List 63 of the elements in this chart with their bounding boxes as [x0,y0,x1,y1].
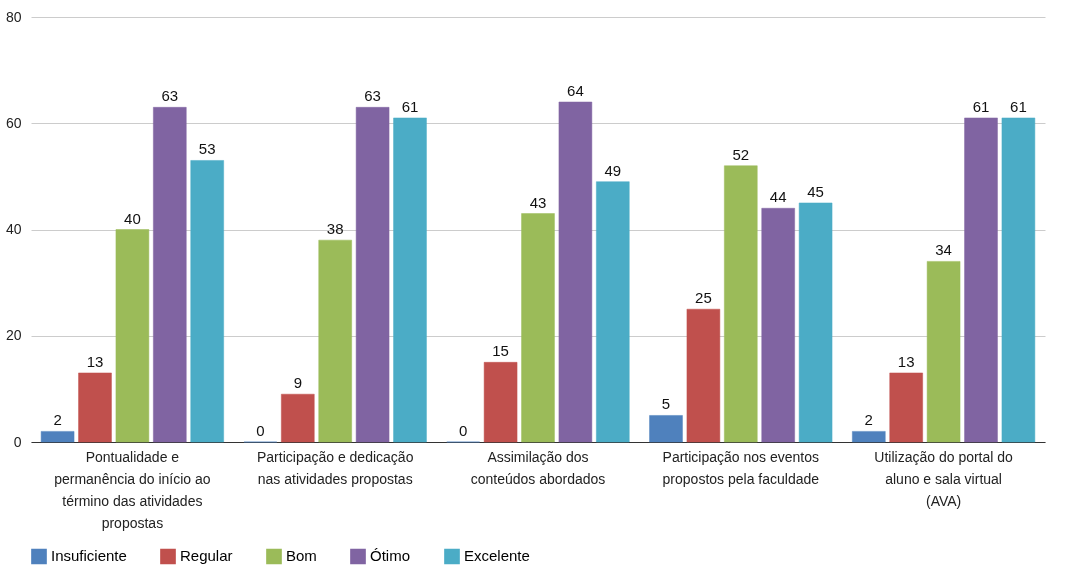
bar [521,213,555,443]
bar [964,117,998,443]
legend-label: Excelente [464,547,530,565]
x-tick-label: Participação e dedicação nas atividades propostas [256,448,414,487]
x-tick-label: Utilização do portal do aluno e sala virtual (AVA) [874,448,1014,509]
legend-label: Regular [180,547,233,565]
y-tick-label: 60 [5,114,22,131]
data-label: 0 [459,422,468,439]
y-tick-label: 20 [5,327,22,344]
bar [798,202,833,443]
data-label: 63 [161,87,179,105]
bar [852,431,886,443]
data-label: 5 [661,395,671,413]
bar [686,308,721,443]
data-label: 2 [53,411,62,429]
data-label: 0 [256,422,265,439]
data-label: 61 [972,97,990,115]
bar [281,393,315,443]
y-tick-label: 0 [13,433,22,450]
bar [115,229,150,443]
bar [1001,117,1036,443]
y-tick-label: 80 [5,8,22,25]
bar [393,117,427,443]
bar [596,181,630,443]
data-label: 61 [1010,97,1027,115]
legend-label: Ótimo [370,547,411,565]
data-label: 15 [492,342,509,360]
legend-label: Insuficiente [51,547,127,565]
data-label: 2 [864,411,873,429]
data-label: 34 [935,241,952,259]
y-tick-label: 40 [5,221,22,237]
data-label: 43 [529,193,547,211]
data-label: 53 [198,140,216,158]
data-label: 49 [604,161,622,179]
bar [190,160,224,443]
data-label: 40 [124,209,141,227]
bar [724,165,758,443]
x-tick-label: Participação nos eventos propostos pela faculdade [662,448,820,487]
data-label: 13 [897,352,915,370]
data-label: 63 [364,87,381,105]
bar [483,362,518,443]
bar [889,372,923,443]
data-label: 61 [401,97,419,115]
x-tick-label: Assimilação dos conteúdos abordados [470,448,606,487]
data-label: 52 [732,145,750,163]
bar [926,261,961,443]
bar [78,372,112,443]
bar [153,107,187,443]
bar [355,107,390,443]
data-label: 44 [769,188,787,206]
bar [318,239,352,443]
data-label: 25 [695,289,712,307]
bar [40,431,75,443]
bar [558,101,593,443]
legend-label: Bom [286,547,317,565]
data-label: 38 [326,220,344,238]
data-label: 9 [293,374,302,392]
x-tick-label: Pontualidade e permanência do início ao término das atividades propostas [54,448,211,531]
data-label: 45 [807,182,824,200]
data-label: 13 [86,352,104,370]
bar [761,208,795,443]
bar [649,415,683,443]
data-label: 64 [567,82,584,99]
